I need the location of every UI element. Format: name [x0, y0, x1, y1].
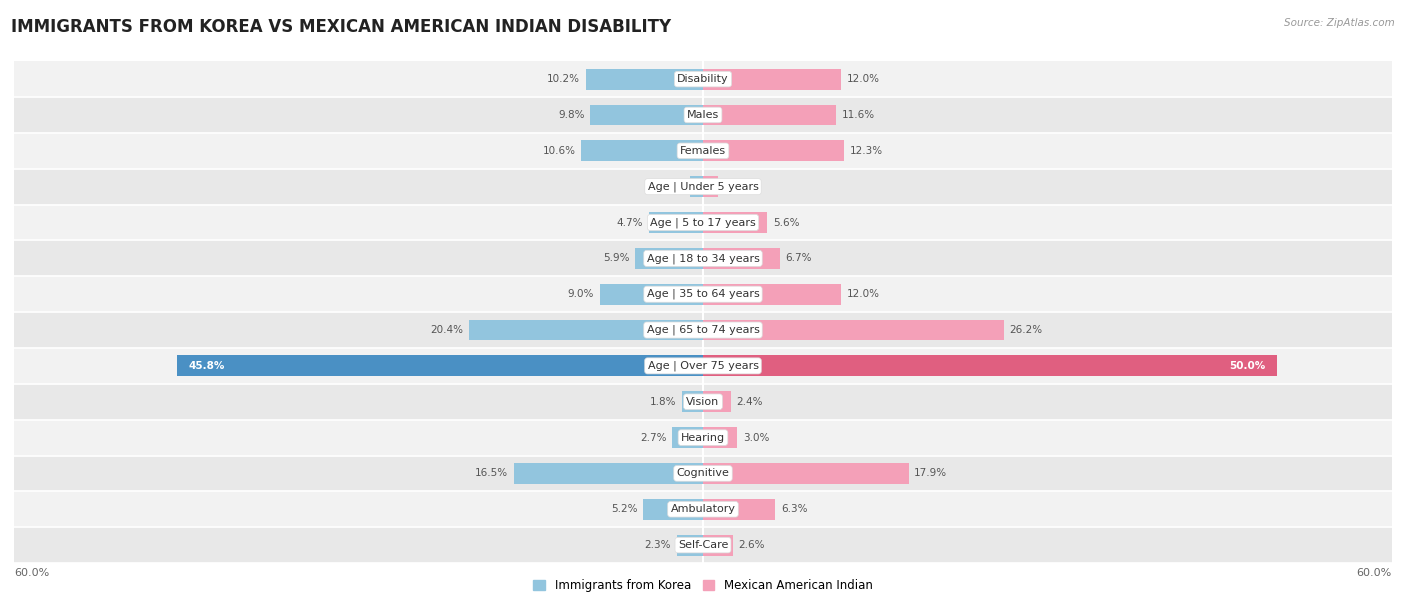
Text: 50.0%: 50.0% — [1229, 361, 1265, 371]
Bar — [703, 319, 1004, 340]
Bar — [650, 212, 703, 233]
Bar — [14, 276, 1392, 312]
Text: 9.8%: 9.8% — [558, 110, 585, 120]
Text: Age | 5 to 17 years: Age | 5 to 17 years — [650, 217, 756, 228]
Bar — [14, 61, 1392, 97]
Text: 2.6%: 2.6% — [738, 540, 765, 550]
Bar — [636, 248, 703, 269]
Bar — [703, 248, 780, 269]
Bar — [591, 105, 703, 125]
Bar — [14, 384, 1392, 420]
Bar — [14, 491, 1392, 527]
Text: 6.3%: 6.3% — [782, 504, 807, 514]
Text: Ambulatory: Ambulatory — [671, 504, 735, 514]
Text: 2.7%: 2.7% — [640, 433, 666, 442]
Bar — [682, 391, 703, 412]
Bar — [703, 463, 908, 484]
Bar — [703, 284, 841, 305]
Text: Age | 35 to 64 years: Age | 35 to 64 years — [647, 289, 759, 299]
Bar — [703, 499, 775, 520]
Text: 1.1%: 1.1% — [658, 182, 685, 192]
Bar — [703, 105, 837, 125]
Text: 9.0%: 9.0% — [568, 289, 593, 299]
Bar — [672, 427, 703, 448]
Bar — [14, 97, 1392, 133]
Text: 17.9%: 17.9% — [914, 468, 948, 479]
Text: 2.4%: 2.4% — [737, 397, 763, 407]
Bar — [177, 356, 703, 376]
Text: 10.6%: 10.6% — [543, 146, 575, 156]
Text: 5.6%: 5.6% — [773, 217, 800, 228]
Text: 20.4%: 20.4% — [430, 325, 463, 335]
Text: 26.2%: 26.2% — [1010, 325, 1043, 335]
Bar — [703, 356, 1277, 376]
Text: 11.6%: 11.6% — [842, 110, 875, 120]
Bar — [14, 241, 1392, 276]
Text: 45.8%: 45.8% — [188, 361, 225, 371]
Text: 10.2%: 10.2% — [547, 74, 581, 84]
Text: 16.5%: 16.5% — [475, 468, 508, 479]
Text: IMMIGRANTS FROM KOREA VS MEXICAN AMERICAN INDIAN DISABILITY: IMMIGRANTS FROM KOREA VS MEXICAN AMERICA… — [11, 18, 672, 36]
Text: 12.3%: 12.3% — [851, 146, 883, 156]
Text: 2.3%: 2.3% — [644, 540, 671, 550]
Bar — [14, 420, 1392, 455]
Text: 3.0%: 3.0% — [744, 433, 769, 442]
Text: 5.9%: 5.9% — [603, 253, 630, 263]
Text: Age | Over 75 years: Age | Over 75 years — [648, 360, 758, 371]
Bar — [703, 140, 844, 161]
Text: 5.2%: 5.2% — [612, 504, 637, 514]
Bar — [644, 499, 703, 520]
Bar — [703, 212, 768, 233]
Text: 60.0%: 60.0% — [1357, 569, 1392, 578]
Bar — [703, 176, 718, 197]
Bar — [513, 463, 703, 484]
Text: Age | 18 to 34 years: Age | 18 to 34 years — [647, 253, 759, 264]
Text: Source: ZipAtlas.com: Source: ZipAtlas.com — [1284, 18, 1395, 28]
Bar — [703, 535, 733, 556]
Bar — [14, 455, 1392, 491]
Text: Vision: Vision — [686, 397, 720, 407]
Bar — [676, 535, 703, 556]
Text: Hearing: Hearing — [681, 433, 725, 442]
Text: Age | 65 to 74 years: Age | 65 to 74 years — [647, 325, 759, 335]
Bar — [581, 140, 703, 161]
Text: 60.0%: 60.0% — [14, 569, 49, 578]
Text: Disability: Disability — [678, 74, 728, 84]
Bar — [599, 284, 703, 305]
Bar — [14, 348, 1392, 384]
Text: 1.8%: 1.8% — [650, 397, 676, 407]
Text: 12.0%: 12.0% — [846, 74, 880, 84]
Legend: Immigrants from Korea, Mexican American Indian: Immigrants from Korea, Mexican American … — [533, 580, 873, 592]
Text: 12.0%: 12.0% — [846, 289, 880, 299]
Text: 6.7%: 6.7% — [786, 253, 813, 263]
Bar — [14, 312, 1392, 348]
Bar — [14, 204, 1392, 241]
Bar — [703, 69, 841, 89]
Bar — [468, 319, 703, 340]
Bar — [586, 69, 703, 89]
Bar — [14, 169, 1392, 204]
Text: Females: Females — [681, 146, 725, 156]
Bar — [14, 133, 1392, 169]
Bar — [703, 391, 731, 412]
Text: Age | Under 5 years: Age | Under 5 years — [648, 181, 758, 192]
Text: 1.3%: 1.3% — [724, 182, 751, 192]
Text: Males: Males — [688, 110, 718, 120]
Text: Cognitive: Cognitive — [676, 468, 730, 479]
Bar — [14, 527, 1392, 563]
Bar — [703, 427, 738, 448]
Bar — [690, 176, 703, 197]
Text: Self-Care: Self-Care — [678, 540, 728, 550]
Text: 4.7%: 4.7% — [617, 217, 644, 228]
